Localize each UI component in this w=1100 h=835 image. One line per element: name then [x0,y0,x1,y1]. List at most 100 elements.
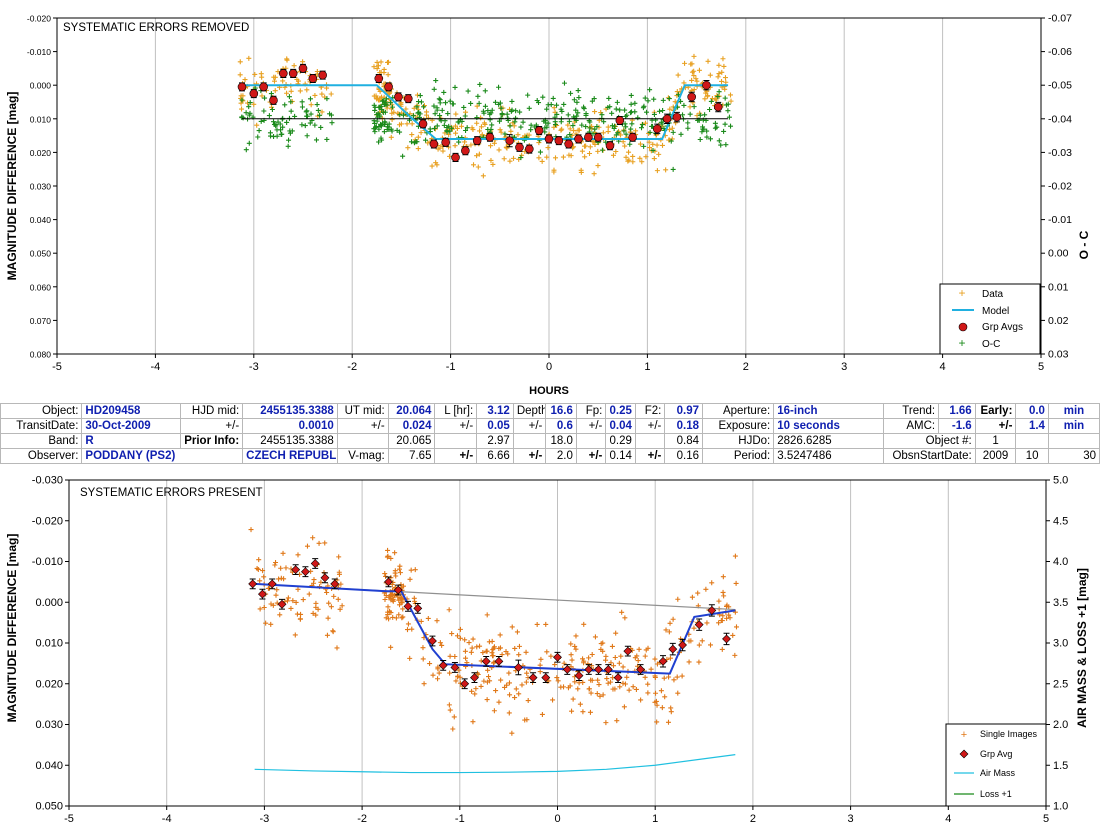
bottom-grp-avg-point [574,671,584,681]
top-oc-point [312,122,318,128]
top-grp-avg-point [374,74,384,83]
top-data-point [567,126,573,132]
bottom-data-point [257,578,263,584]
top-oc-point [554,111,560,117]
top-oc-point [606,95,612,101]
bottom-data-point [568,664,574,670]
bottom-data-point [475,671,481,677]
bottom-grp-avg-point [636,665,645,674]
top-oc-point [278,127,284,133]
bottom-data-point [409,626,415,632]
bottom-data-point [613,630,619,636]
bottom-grp-avg-point [668,644,678,654]
bottom-data-point [569,657,575,663]
top-oc-point [437,97,443,103]
bottom-data-point [537,662,543,668]
top-oc-point [653,117,659,123]
top-data-point [453,111,459,117]
top-oc-point [639,125,645,131]
top-grp-avg-point [288,69,298,78]
aperture-label: Aperture: [702,403,775,419]
top-y2-tick-label: -0.02 [1048,181,1072,193]
top-oc-point [482,88,488,94]
top-data-point [415,134,421,140]
top-oc-point [434,123,440,129]
empty-cell [1015,433,1049,449]
top-legend: + Data Model Grp Avgs + O-C [939,283,1041,355]
top-data-point [568,153,574,159]
top-oc-point [456,119,462,125]
bottom-data-point [666,674,672,680]
top-data-point [386,59,392,65]
bottom-data-point [642,653,648,659]
top-oc-point [670,129,676,135]
top-oc-point [685,120,691,126]
top-oc-point [462,113,468,119]
top-data-point [666,127,672,133]
top-grp-avg-point [472,136,482,145]
bottom-data-point [643,647,649,653]
top-legend-data-label: Data [982,289,1004,300]
top-oc-point [628,110,634,116]
top-oc-point [592,126,598,132]
top-oc-point [488,110,494,116]
top-grp-avg-point [605,141,615,150]
bottom-data-point [726,612,732,618]
bottom-data-point [397,570,403,576]
bottom-grp-avg-point [248,579,258,589]
top-data-point [425,115,431,121]
top-oc-point [314,102,320,108]
top-oc-point [707,107,713,112]
top-oc-point [433,78,439,84]
top-oc-point [640,122,646,128]
bottom-data-point [490,653,496,659]
bottom-data-point [663,627,669,633]
bottom-grp-avg-point [553,652,562,662]
transit-date-value: 30-Oct-2009 [81,418,182,434]
bottom-data-point [720,574,726,580]
top-oc-point [286,137,292,143]
bottom-data-point [686,638,692,644]
top-oc-point [382,120,388,126]
bottom-data-point [667,655,673,661]
top-data-point [551,167,557,173]
top-data-point [536,155,542,161]
top-oc-point [284,119,290,125]
top-oc-point [308,111,314,117]
f2-pm-label: +/- [634,418,666,434]
transit-date-label: TransitDate: [0,418,83,434]
top-oc-point [512,119,518,125]
top-y-tick-label: -0.010 [27,47,51,57]
top-data-point [237,59,243,65]
top-oc-point [307,120,313,126]
bottom-legend-box [945,723,1047,807]
bottom-data-point [720,589,726,595]
bottom-data-point [550,697,556,703]
top-data-point [374,66,380,72]
top-data-point [637,155,643,161]
bottom-data-point [665,719,671,725]
bottom-data-point [383,573,389,579]
bottom-data-point [418,618,424,624]
bottom-legend-single-marker: + [961,729,967,741]
observer-label: Observer: [0,448,83,464]
top-oc-point [317,112,323,118]
top-y-tick-label: 0.050 [30,249,52,259]
bottom-y-tick-label: 0.020 [35,678,63,690]
prior-depth-value: 18.0 [545,433,577,449]
top-data-point [723,79,729,85]
top-oc-point [613,106,619,112]
bottom-data-point [537,669,543,675]
top-y2-tick-label: 0.03 [1048,349,1069,361]
top-data-point [280,78,286,84]
top-data-point [469,125,475,131]
depth-pm-label: +/- [512,418,547,434]
top-oc-point [255,134,261,140]
top-oc-point [446,123,452,129]
bottom-data-point [328,604,334,610]
bottom-y-tick-label: 0.040 [35,760,63,772]
top-oc-point [554,102,560,108]
bottom-data-point [484,679,490,685]
top-oc-point [313,137,319,143]
top-data-point [722,86,728,92]
